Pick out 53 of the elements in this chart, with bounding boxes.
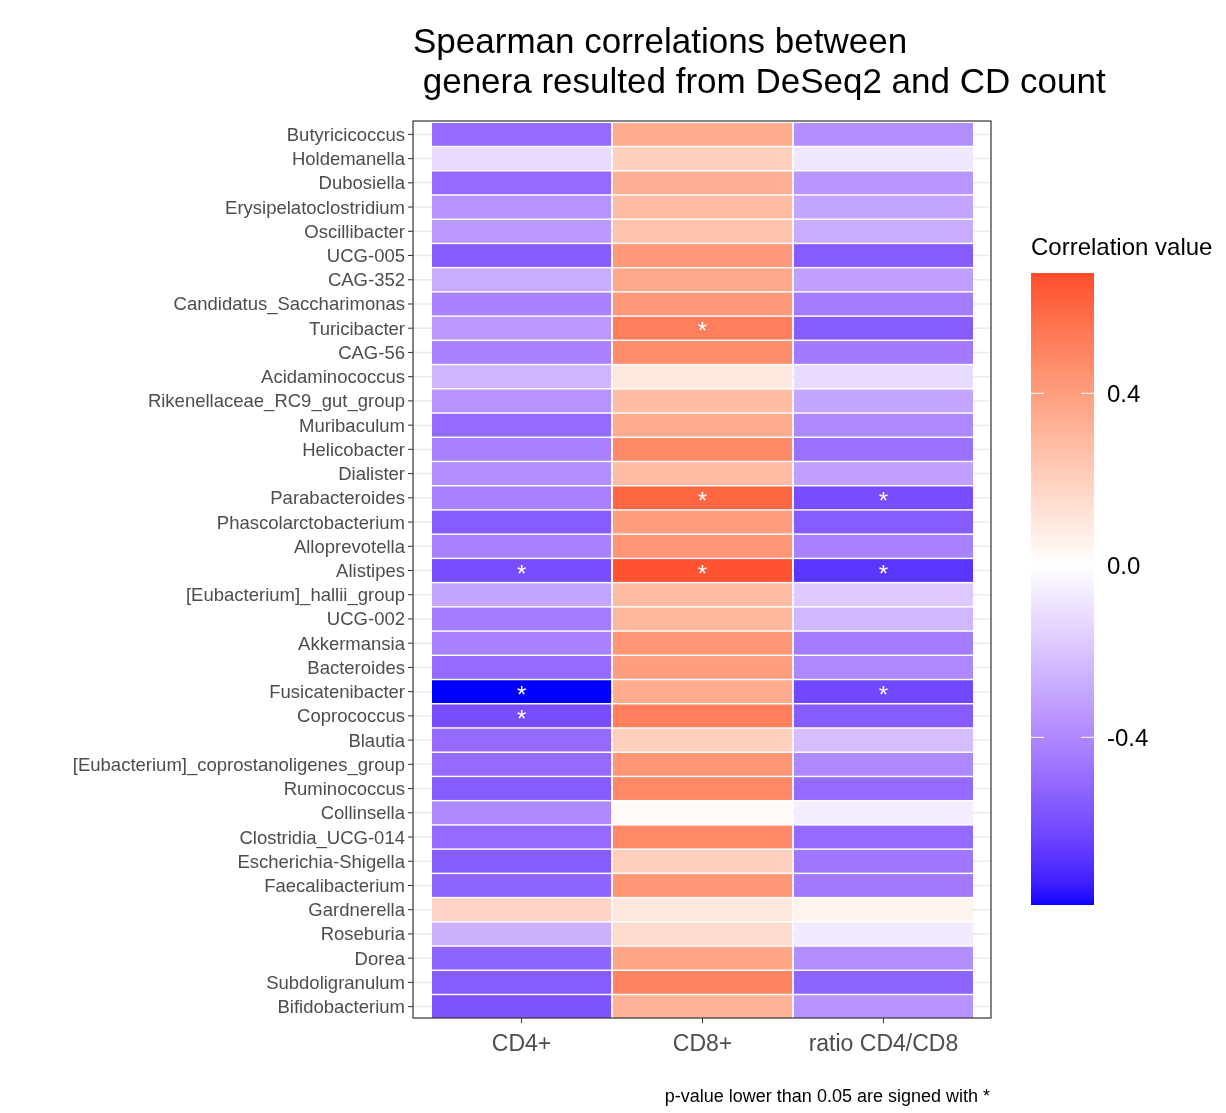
- y-tick-label: [Eubacterium]_hallii_group: [185, 584, 405, 607]
- y-tick-label: Alloprevotella: [293, 535, 406, 557]
- y-tick-label: Gardnerella: [308, 899, 406, 921]
- data-label: *: [697, 486, 708, 514]
- y-tick-label: [Eubacterium]_coprostanoligenes_group: [72, 753, 405, 776]
- data-label: *: [697, 559, 708, 587]
- y-tick-label: CAG-56: [338, 341, 405, 363]
- y-tick-label: Dialister: [338, 463, 405, 485]
- y-tick-label: Alistipes: [336, 560, 405, 581]
- y-tick-label: Escherichia-Shigella: [237, 850, 406, 872]
- y-tick-label: Butyricicoccus: [286, 123, 405, 145]
- chart-title: Spearman correlations between genera resulted from DeSeq2 and CD count: [413, 21, 1106, 100]
- x-tick-label: ratio CD4/CD8: [808, 1030, 959, 1056]
- y-tick-label: Clostridia_UCG-014: [239, 826, 405, 849]
- data-label: *: [878, 486, 889, 514]
- y-tick-label: Phascolarctobacterium: [216, 511, 405, 533]
- y-tick-label: Ruminococcus: [283, 778, 405, 800]
- color-bar-label: 0.0: [1107, 552, 1141, 580]
- x-tick-label: CD8+: [672, 1030, 733, 1056]
- y-tick-label: Blautia: [348, 729, 406, 751]
- y-tick-label: Erysipelatoclostridium: [225, 196, 405, 218]
- y-tick-label: Parabacteroides: [270, 487, 405, 509]
- text: p-value lower than 0.05 are signed with *: [664, 1086, 990, 1106]
- y-tick-label: Rikenellaceae_RC9_gut_group: [147, 390, 405, 413]
- y-tick-label: Helicobacter: [302, 438, 405, 460]
- y-tick-label: Candidatus_Saccharimonas: [173, 293, 405, 316]
- y-tick-label: Dubosiella: [318, 172, 406, 194]
- color-bar-label: 0.4: [1107, 380, 1141, 408]
- y-tick-label: Akkermansia: [298, 632, 406, 654]
- y-tick-label: Bifidobacterium: [277, 996, 405, 1018]
- y-tick-label: Collinsella: [320, 802, 406, 824]
- y-tick-label: Roseburia: [320, 923, 406, 945]
- data-label: *: [697, 317, 708, 345]
- y-tick-label: Fusicatenibacter: [269, 681, 405, 703]
- y-tick-label: Holdemanella: [291, 148, 406, 170]
- y-tick-label: Coprococcus: [297, 705, 405, 727]
- y-tick-label: Dorea: [354, 947, 406, 969]
- y-tick-label: UCG-002: [326, 608, 405, 630]
- y-tick-label: CAG-352: [327, 269, 405, 291]
- y-tick-label: Acidaminococcus: [261, 366, 405, 388]
- y-tick-label: Muribaculum: [299, 414, 405, 436]
- y-tick-label: Turicibacter: [309, 317, 405, 339]
- y-tick-label: UCG-005: [326, 245, 405, 267]
- y-tick-label: Subdoligranulum: [266, 971, 405, 993]
- color-bar-label: -0.4: [1107, 724, 1149, 752]
- x-tick-label: CD4+: [491, 1030, 552, 1056]
- data-label: *: [878, 559, 889, 587]
- y-tick-label: Bacteroides: [307, 656, 405, 678]
- y-tick-label: Oscillibacter: [304, 220, 405, 242]
- data-label: *: [516, 559, 527, 587]
- color-bar-title: Correlation value: [1031, 233, 1213, 260]
- y-tick-label: Faecalibacterium: [264, 874, 405, 896]
- data-label: *: [878, 680, 889, 708]
